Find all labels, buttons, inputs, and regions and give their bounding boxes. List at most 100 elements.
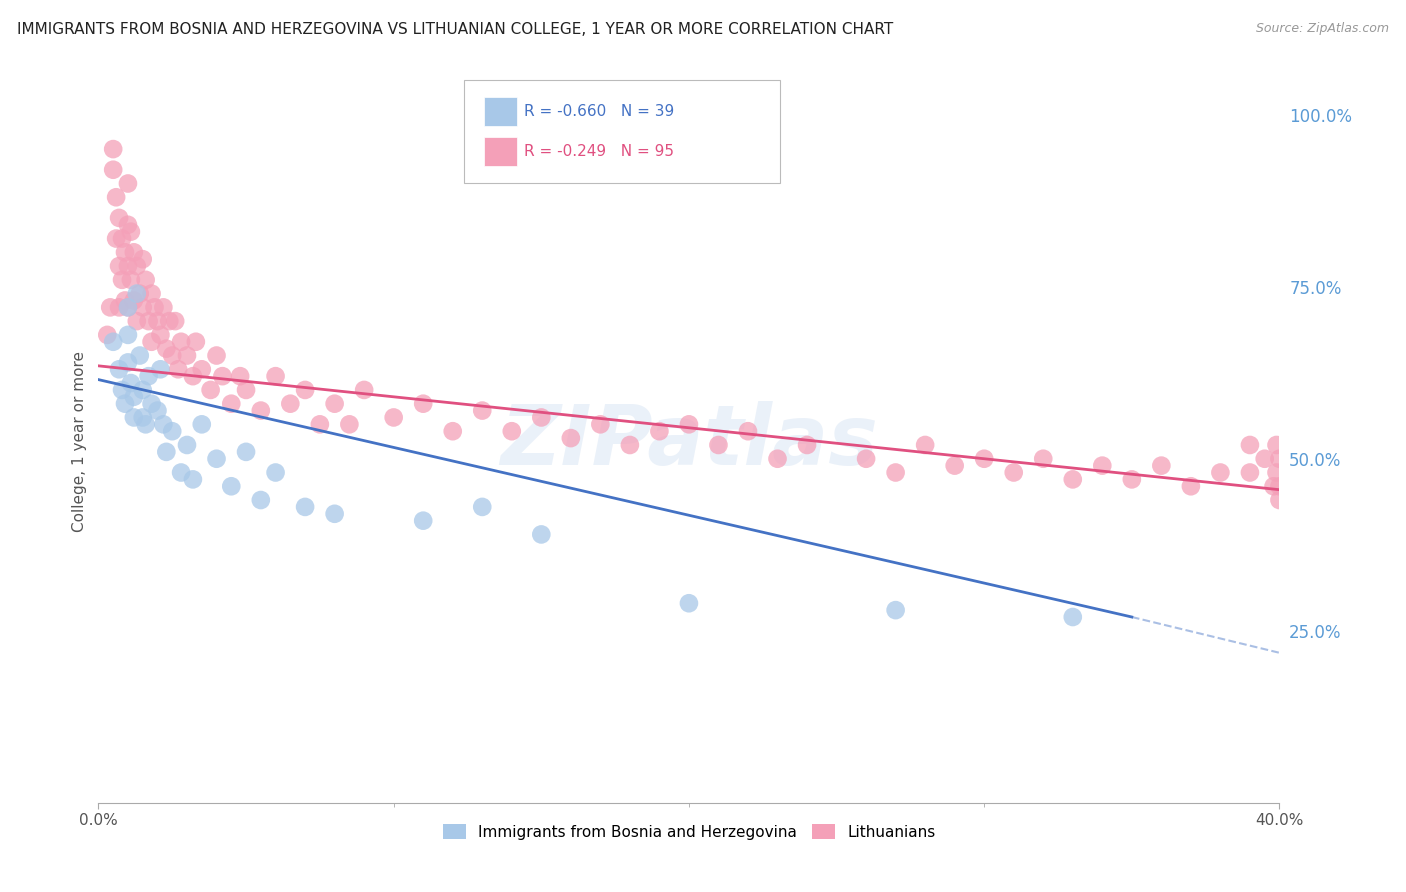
Point [155,342,177,356]
Point [1268,479,1291,493]
Point [117,218,139,232]
Point [143,301,166,315]
Point [1062,610,1084,624]
Point [914,438,936,452]
Point [111,231,134,245]
Point [796,438,818,452]
Point [176,438,198,452]
Point [530,527,553,541]
Point [191,362,214,376]
Point [170,466,193,480]
Point [152,417,174,432]
Point [200,383,222,397]
Point [1254,451,1277,466]
Point [943,458,966,473]
Point [205,451,228,466]
Point [117,301,139,315]
Point [619,438,641,452]
Point [122,245,145,260]
Point [1032,451,1054,466]
Point [132,410,155,425]
Point [135,273,157,287]
Point [125,259,148,273]
Point [221,479,243,493]
Point [114,245,136,260]
Text: R = -0.249   N = 95: R = -0.249 N = 95 [524,145,675,159]
Point [108,259,131,273]
Point [141,286,163,301]
Point [1150,458,1173,473]
Point [103,162,125,177]
Point [181,369,204,384]
Point [125,314,148,328]
Point [149,327,172,342]
Point [221,397,243,411]
Point [105,231,128,245]
Point [1209,466,1232,480]
Point [648,424,671,438]
Text: ZIPatlas: ZIPatlas [501,401,877,482]
Point [149,362,172,376]
Point [250,493,273,508]
Point [855,451,877,466]
Point [235,445,257,459]
Point [132,301,155,315]
Point [117,177,139,191]
Point [560,431,582,445]
Point [162,349,183,363]
Point [1239,466,1261,480]
Point [339,417,361,432]
Point [122,293,145,308]
Point [678,417,700,432]
Point [1268,493,1291,508]
Point [141,334,163,349]
Point [157,314,180,328]
Point [294,500,316,514]
Point [111,383,134,397]
Point [501,424,523,438]
Point [108,301,131,315]
Point [111,273,134,287]
Point [884,603,907,617]
Point [530,410,553,425]
Point [117,355,139,369]
Point [117,301,139,315]
Point [1180,479,1202,493]
Point [250,403,273,417]
Point [155,445,177,459]
Point [141,397,163,411]
Point [138,369,160,384]
Point [120,376,142,390]
Point [125,286,148,301]
Point [1263,479,1285,493]
Point [105,190,128,204]
Point [132,383,155,397]
Point [1002,466,1025,480]
Point [1265,438,1288,452]
Point [1062,472,1084,486]
Point [1239,438,1261,452]
Point [114,293,136,308]
Point [382,410,405,425]
Point [117,259,139,273]
Point [128,349,150,363]
Point [707,438,730,452]
Text: IMMIGRANTS FROM BOSNIA AND HERZEGOVINA VS LITHUANIAN COLLEGE, 1 YEAR OR MORE COR: IMMIGRANTS FROM BOSNIA AND HERZEGOVINA V… [17,22,893,37]
Point [117,327,139,342]
Point [167,362,190,376]
Point [412,397,434,411]
Point [128,286,150,301]
Point [1091,458,1114,473]
Point [766,451,789,466]
Point [103,142,125,156]
Point [471,403,494,417]
Point [1265,466,1288,480]
Point [678,596,700,610]
Text: Source: ZipAtlas.com: Source: ZipAtlas.com [1256,22,1389,36]
Point [973,451,995,466]
Point [146,314,169,328]
Point [96,327,118,342]
Point [264,466,287,480]
Point [138,314,160,328]
Point [114,397,136,411]
